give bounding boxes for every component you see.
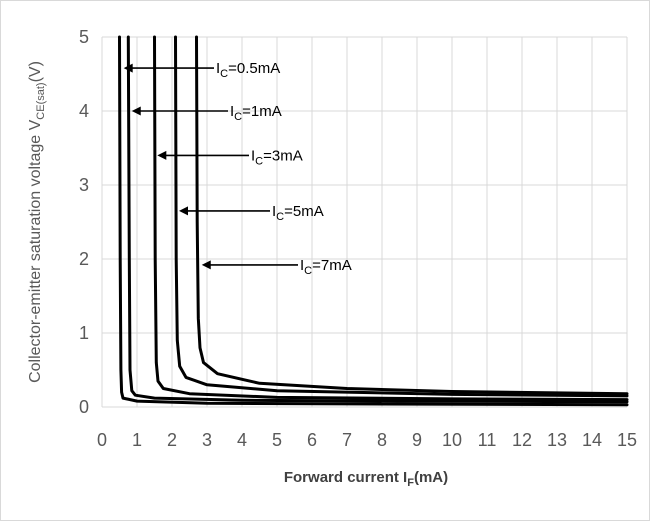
series-label: IC=1mA [230,103,282,123]
y-tick-labels: 0 1 2 3 4 5 [79,27,89,417]
x-tick-label: 14 [582,430,602,450]
series-label-sub: C [304,265,312,277]
x-axis-title-unit: (mA) [414,469,448,486]
series-line [118,35,629,407]
series-curves [118,35,629,407]
series-label-value: =0.5mA [228,60,280,77]
series-label-sub: C [276,211,284,223]
series-label-main: I [300,257,304,274]
y-tick-label: 5 [79,27,89,47]
series-label: IC=5mA [272,203,324,223]
x-tick-label: 13 [547,430,567,450]
x-tick-label: 4 [237,430,247,450]
annotation-arrowhead [201,260,211,270]
series-label-main: I [251,147,255,164]
series-line [153,35,629,402]
series-label-sub: C [220,68,228,80]
annotation-arrowhead [179,206,188,216]
y-tick-label: 1 [79,323,89,343]
x-axis-title-main: Forward current I [284,469,407,486]
x-tick-label: 7 [342,430,352,450]
y-axis-title-main: Collector-emitter saturation voltage V [27,119,44,383]
x-tick-labels: 0 1 2 3 4 5 6 7 8 9 10 11 12 13 14 15 [97,430,637,450]
y-axis-title-unit: (V) [27,61,44,82]
y-tick-label: 2 [79,249,89,269]
x-tick-label: 2 [167,430,177,450]
series-label: IC=3mA [251,147,303,167]
series-label-main: I [272,203,276,220]
series-label-value: =7mA [312,257,352,274]
x-tick-label: 8 [377,430,387,450]
series-label-value: =3mA [263,147,303,164]
series-line [195,35,629,396]
x-tick-label: 15 [617,430,637,450]
grid [101,36,628,408]
x-axis-title-sub: F [407,477,414,489]
x-tick-label: 5 [272,430,282,450]
series-label-value: =1mA [242,103,282,120]
x-axis-title: Forward current IF(mA) [284,469,448,489]
x-tick-label: 3 [202,430,212,450]
y-tick-label: 4 [79,101,89,121]
x-tick-label: 1 [132,430,142,450]
series-label: IC=0.5mA [216,60,280,80]
series-label-sub: C [234,111,242,123]
x-tick-label: 10 [442,430,462,450]
series-label-sub: C [255,155,263,167]
y-axis-title: Collector-emitter saturation voltage VCE… [27,61,47,383]
series-label-main: I [230,103,234,120]
annotation-arrowhead [157,150,167,160]
x-tick-label: 11 [478,430,497,450]
annotation-arrowhead [123,63,133,73]
y-axis-title-sub: CE(sat) [35,82,47,119]
series-label-main: I [216,60,220,77]
annotation-arrowhead [131,106,141,116]
series-label-value: =5mA [284,203,324,220]
series-line [174,35,629,398]
x-tick-label: 0 [97,430,107,450]
x-tick-label: 9 [412,430,422,450]
series-line [126,35,629,404]
x-tick-label: 6 [307,430,317,450]
x-tick-label: 12 [512,430,532,450]
y-tick-label: 3 [79,175,89,195]
series-label: IC=7mA [300,257,352,277]
y-tick-label: 0 [79,397,89,417]
